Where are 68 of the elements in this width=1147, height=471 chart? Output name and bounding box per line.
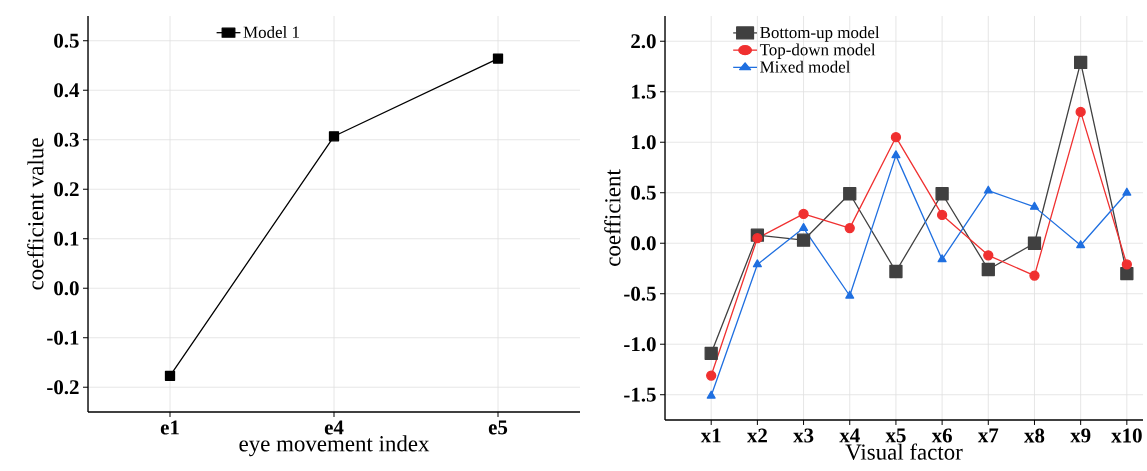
x-tick-label: x10 — [1111, 428, 1142, 443]
point — [1075, 106, 1086, 118]
legend-label: Mixed model — [760, 60, 851, 73]
y-tick-label: 0.3 — [54, 132, 79, 147]
x-tick-label: x3 — [793, 428, 814, 443]
y-tick-label: -0.2 — [47, 380, 79, 395]
point — [1074, 55, 1088, 70]
x-tick-label: x2 — [747, 428, 767, 443]
y-tick-label: 0.0 — [631, 236, 656, 251]
y-tick-label: -0.1 — [47, 330, 79, 345]
y-tick-label: -0.5 — [624, 286, 656, 301]
point — [845, 290, 855, 299]
x-tick-label: x6 — [931, 428, 952, 443]
point — [752, 233, 763, 244]
y-tick-label: 0.2 — [54, 182, 79, 197]
x-tick-label: x8 — [1024, 428, 1045, 443]
legend-label: Top-down model — [759, 43, 876, 59]
point — [704, 346, 718, 360]
x-tick-label: e5 — [488, 420, 508, 435]
point — [799, 222, 809, 231]
y-tick-label: -1.0 — [624, 337, 656, 352]
y-tick-label: 0.0 — [54, 281, 79, 296]
point — [981, 262, 995, 277]
y-tick-label: 0.4 — [54, 83, 80, 98]
point — [752, 259, 762, 268]
x-tick-label: x5 — [885, 428, 906, 443]
legend-label: Model 1 — [243, 26, 299, 38]
x-axis-title: Visual factor — [845, 443, 963, 460]
y-tick-label: 1.5 — [632, 84, 656, 99]
point — [492, 53, 504, 64]
y-tick-label: 1.0 — [632, 135, 656, 150]
point — [891, 150, 901, 159]
point — [937, 254, 947, 263]
point — [1076, 240, 1086, 249]
x-tick-label: x1 — [700, 428, 721, 443]
point — [706, 390, 716, 399]
x-tick-label: x9 — [1070, 428, 1091, 443]
x-tick-label: x4 — [839, 428, 860, 443]
point — [983, 185, 993, 194]
y-tick-label: 0.5 — [54, 33, 79, 48]
y-tick-label: -1.5 — [624, 387, 656, 402]
point — [983, 250, 994, 261]
legend-label: Bottom-up model — [760, 26, 880, 42]
y-axis-title: coefficient value — [27, 138, 44, 290]
x-tick-label: x7 — [977, 428, 999, 443]
y-tick-label: 0.1 — [54, 231, 79, 246]
point — [798, 208, 809, 220]
point — [844, 222, 855, 234]
point — [164, 370, 176, 381]
y-tick-label: 2.0 — [631, 34, 656, 49]
point — [796, 233, 811, 247]
x-tick-label: e1 — [160, 420, 179, 435]
point — [1027, 236, 1042, 250]
point — [843, 187, 857, 201]
point — [1121, 259, 1132, 270]
y-axis-title: coefficient — [604, 169, 621, 266]
point — [1029, 201, 1040, 210]
x-axis-title: eye movement index — [239, 435, 430, 457]
point — [1029, 270, 1040, 281]
point — [890, 132, 902, 143]
point — [936, 209, 948, 221]
x-tick-label: e4 — [324, 420, 344, 435]
point — [706, 370, 717, 381]
point — [1122, 187, 1132, 196]
point — [889, 264, 903, 279]
point — [935, 187, 949, 201]
y-tick-label: 0.5 — [631, 185, 656, 200]
point — [328, 131, 340, 142]
